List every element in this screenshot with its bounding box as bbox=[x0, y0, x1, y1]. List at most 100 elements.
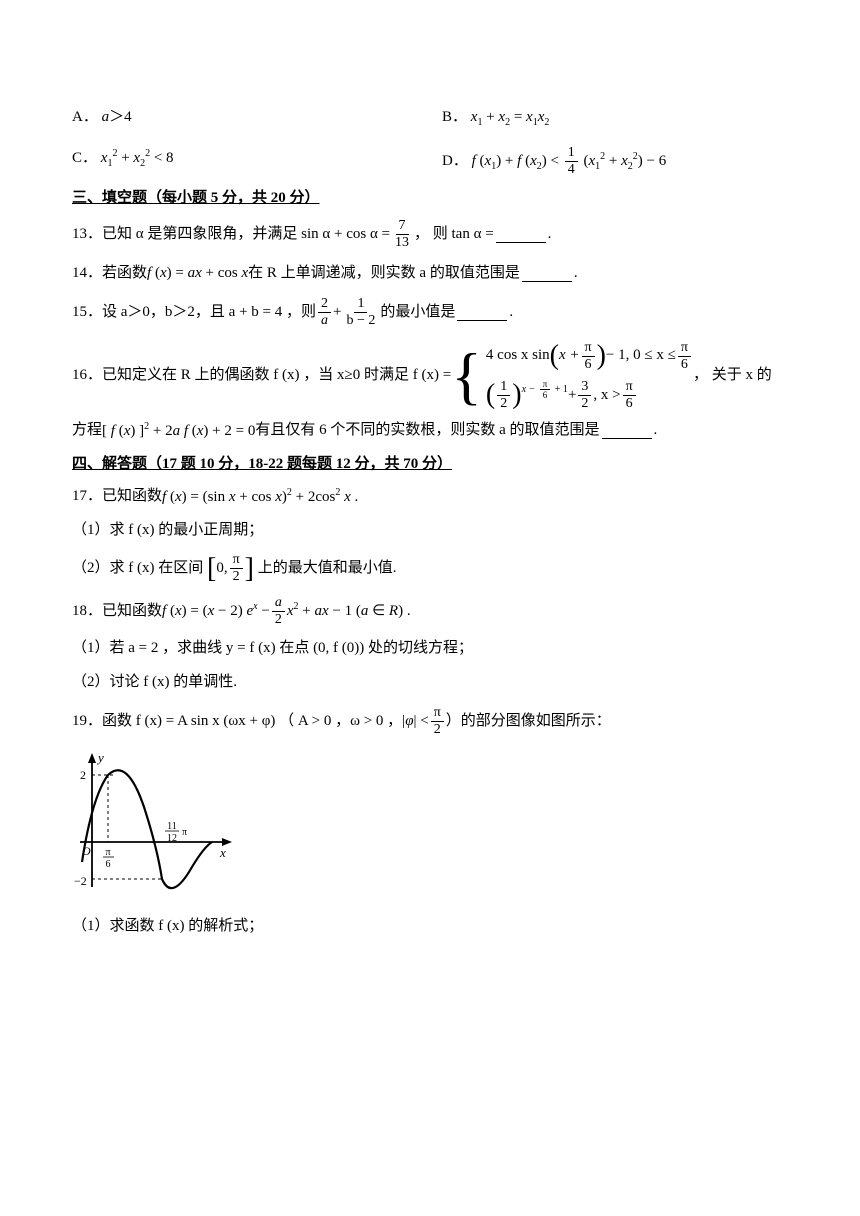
q14-pre: 若函数 bbox=[102, 261, 147, 287]
q16-blank bbox=[602, 423, 652, 440]
ytick-pos: 2 bbox=[80, 768, 86, 782]
xtick2-num: 11 bbox=[167, 821, 177, 832]
q16-l2b: 有且仅有 6 个不同的实数根，则实数 a 的取值范围是 bbox=[255, 418, 599, 444]
q13-mid: ， 则 tan α = bbox=[414, 222, 494, 248]
q18-f-num: a bbox=[272, 595, 285, 612]
brace-icon: { bbox=[451, 344, 482, 408]
q16-case1: 4 cos x sin ( x + π6 ) − 1, 0 ≤ x ≤ π6 bbox=[486, 340, 693, 373]
q13-frac-den: 13 bbox=[392, 235, 412, 251]
q16-c1-arglead: x + bbox=[559, 343, 580, 369]
option-a-rhs: 4 bbox=[124, 109, 132, 125]
options-row-2: C． x12 + x22 < 8 D． f (x1) + f (x2) < 14… bbox=[72, 145, 788, 178]
q15-f2-num: 1 bbox=[354, 296, 367, 313]
q16-c2-cf-num: π bbox=[623, 379, 636, 396]
q16-c2-cond: , x > bbox=[593, 383, 620, 409]
q15-f1-num: 2 bbox=[318, 296, 331, 313]
q16-c2-af-num: 3 bbox=[578, 379, 591, 396]
question-16: 16． 已知定义在 R 上的偶函数 f (x) ，当 x≥0 时满足 f (x)… bbox=[72, 340, 788, 412]
xtick2-den: 12 bbox=[167, 833, 177, 844]
q19-sub1: （1）求函数 f (x) 的解析式； bbox=[72, 914, 788, 940]
options-row-1: A． a＞4 B． x1 + x2 = x1x2 bbox=[72, 105, 788, 131]
option-c: C． x12 + x22 < 8 bbox=[72, 145, 442, 178]
q13-period: . bbox=[548, 222, 552, 248]
question-16-line2: 方程 [ f (x) ]2 + 2a f (x) + 2 = 0 有且仅有 6 … bbox=[72, 418, 788, 445]
q16-c2-af-den: 2 bbox=[578, 396, 591, 412]
q19-f-num: π bbox=[431, 705, 444, 722]
option-d-label: D． bbox=[442, 153, 468, 169]
question-14: 14． 若函数 f (x) = ax + cos x 在 R 上单调递减，则实数… bbox=[72, 261, 788, 287]
q16-c2-exptail: + 1 bbox=[555, 384, 568, 395]
q16-pre: 已知定义在 R 上的偶函数 f (x) ，当 x≥0 时满足 f (x) = bbox=[102, 363, 451, 389]
q16-post1: ， 关于 x 的 bbox=[693, 363, 772, 389]
q17-sub2a: （2）求 f (x) 在区间 bbox=[72, 560, 203, 576]
q14-period: . bbox=[574, 261, 578, 287]
q17-intleft: 0, bbox=[216, 556, 227, 582]
q15-num: 15． bbox=[72, 300, 102, 326]
xtick1-num: π bbox=[105, 847, 110, 858]
q16-piecewise: { 4 cos x sin ( x + π6 ) − 1, 0 ≤ x ≤ π6… bbox=[451, 340, 693, 412]
q16-c1-tail: − 1, 0 ≤ x ≤ bbox=[606, 343, 676, 369]
q18-sub2: （2）讨论 f (x) 的单调性. bbox=[72, 670, 788, 696]
sine-graph-svg: 2 −2 π 6 11 12 π y x O bbox=[72, 747, 237, 897]
q16-c1-tf-den: 6 bbox=[678, 357, 691, 373]
q16-l2a: 方程 bbox=[72, 418, 102, 444]
q15-period: . bbox=[509, 300, 513, 326]
q16-c1-prefix: 4 cos x sin bbox=[486, 343, 550, 369]
q19-post: ）的部分图像如图所示： bbox=[446, 709, 611, 735]
question-18: 18． 已知函数 f (x) = (x − 2) ex − a2 x2 + ax… bbox=[72, 595, 788, 628]
q19-graph: 2 −2 π 6 11 12 π y x O bbox=[72, 747, 788, 907]
q16-c2-bf-den: 2 bbox=[497, 396, 510, 412]
q16-period: . bbox=[654, 418, 658, 444]
q18-f-den: 2 bbox=[272, 612, 285, 628]
option-a-var: a bbox=[102, 109, 110, 125]
q19-num: 19． bbox=[72, 709, 102, 735]
q16-c2-explead: x − bbox=[522, 384, 536, 395]
q15-post: 的最小值是 bbox=[380, 300, 455, 326]
q19-f-den: 2 bbox=[431, 722, 444, 738]
option-d-num: 1 bbox=[565, 145, 578, 162]
option-a-label: A． bbox=[72, 109, 98, 125]
q15-f2-den: b − 2 bbox=[343, 313, 378, 329]
q16-c2-ef-num: π bbox=[540, 379, 551, 390]
q13-num: 13． bbox=[72, 222, 102, 248]
q16-c2-ef-den: 6 bbox=[540, 390, 551, 400]
q13-blank bbox=[496, 226, 546, 243]
q16-c2-bf-num: 1 bbox=[497, 379, 510, 396]
q14-num: 14． bbox=[72, 261, 102, 287]
section-3-title: 三、填空题（每小题 5 分，共 20 分） bbox=[72, 186, 788, 212]
xtick1-den: 6 bbox=[106, 859, 111, 870]
q18-pre: 已知函数 bbox=[102, 599, 162, 625]
q13-frac-num: 7 bbox=[396, 218, 409, 235]
question-19: 19． 函数 f (x) = A sin x (ωx + φ) （ A > 0 … bbox=[72, 705, 788, 738]
option-d-den: 4 bbox=[565, 162, 578, 178]
q17-sub2: （2）求 f (x) 在区间 [ 0, π2 ] 上的最大值和最小值. bbox=[72, 552, 788, 585]
origin-label: O bbox=[82, 844, 91, 858]
q17-pre: 已知函数 bbox=[102, 484, 162, 510]
xtick2-pi: π bbox=[182, 827, 187, 838]
q13-pre: 已知 α 是第四象限角，并满足 sin α + cos α = bbox=[102, 222, 390, 248]
q16-c2-plus: + bbox=[568, 383, 576, 409]
q18-num: 18． bbox=[72, 599, 102, 625]
option-b-label: B． bbox=[442, 109, 467, 125]
q15-f1-den: a bbox=[318, 313, 331, 329]
option-a-rel: ＞ bbox=[109, 109, 124, 125]
q16-case2: ( 12 ) x − π6 + 1 + 32 , x > π6 bbox=[486, 379, 693, 412]
section-4-title: 四、解答题（17 题 10 分，18-22 题每题 12 分，共 70 分） bbox=[72, 452, 788, 478]
q15-blank bbox=[457, 305, 507, 322]
question-13: 13． 已知 α 是第四象限角，并满足 sin α + cos α = 713 … bbox=[72, 218, 788, 251]
q19-pre: 函数 f (x) = A sin x (ωx + φ) （ A > 0 ，ω >… bbox=[102, 709, 402, 735]
q16-c1-af-num: π bbox=[582, 340, 595, 357]
option-b: B． x1 + x2 = x1x2 bbox=[442, 105, 788, 131]
y-axis-label: y bbox=[96, 750, 104, 765]
q16-c2-cf-den: 6 bbox=[623, 396, 636, 412]
option-d: D． f (x1) + f (x2) < 14 (x12 + x22) − 6 bbox=[442, 145, 788, 178]
q17-if-den: 2 bbox=[230, 569, 243, 585]
q18-sub1: （1）若 a = 2 ，求曲线 y = f (x) 在点 (0, f (0)) … bbox=[72, 636, 788, 662]
option-a: A． a＞4 bbox=[72, 105, 442, 131]
q16-c1-tf-num: π bbox=[678, 340, 691, 357]
x-axis-label: x bbox=[219, 845, 226, 860]
ytick-neg: −2 bbox=[74, 874, 87, 888]
q14-post: 在 R 上单调递减，则实数 a 的取值范围是 bbox=[248, 261, 520, 287]
q16-c1-af-den: 6 bbox=[582, 357, 595, 373]
question-17: 17． 已知函数 f (x) = (sin x + cos x)2 + 2cos… bbox=[72, 484, 788, 511]
